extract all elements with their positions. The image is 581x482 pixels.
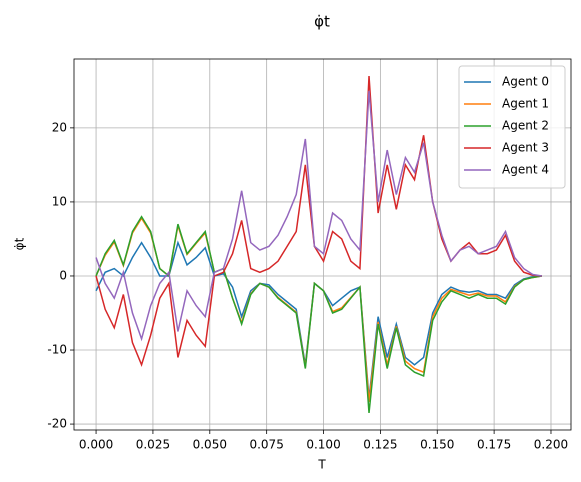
plot-area	[95, 75, 543, 414]
x-tick-label: 0.100	[306, 438, 340, 452]
chart-title: φ̇t	[314, 13, 330, 31]
x-axis-label: T	[317, 458, 326, 472]
x-tick-label: 0.050	[193, 438, 227, 452]
legend-label: Agent 3	[502, 141, 549, 155]
axes-frame	[73, 58, 572, 431]
legend-label: Agent 1	[502, 97, 549, 111]
x-tick-label: 0.025	[136, 438, 170, 452]
y-tick-label: -20	[47, 417, 67, 431]
y-axis-label: φ̇t	[13, 237, 27, 250]
x-tick-label: 0.200	[534, 438, 568, 452]
series-line	[95, 240, 542, 399]
series-line	[95, 90, 543, 342]
x-tick-label: 0.075	[249, 438, 283, 452]
legend-label: Agent 4	[502, 163, 549, 177]
x-tick-label: 0.125	[363, 438, 397, 452]
series-line	[95, 216, 543, 402]
legend-label: Agent 2	[502, 119, 549, 133]
legend-box	[458, 65, 566, 189]
y-tick-label: 0	[59, 268, 67, 282]
series-line	[95, 215, 543, 414]
y-tick-label: -10	[47, 343, 67, 357]
x-tick-label: 0.175	[477, 438, 511, 452]
y-tick-label: 10	[52, 194, 67, 208]
y-tick-label: 20	[52, 120, 67, 134]
x-tick-label: 0.000	[79, 438, 113, 452]
x-tick-label: 0.150	[420, 438, 454, 452]
series-line	[95, 75, 542, 368]
legend-label: Agent 0	[502, 75, 549, 89]
